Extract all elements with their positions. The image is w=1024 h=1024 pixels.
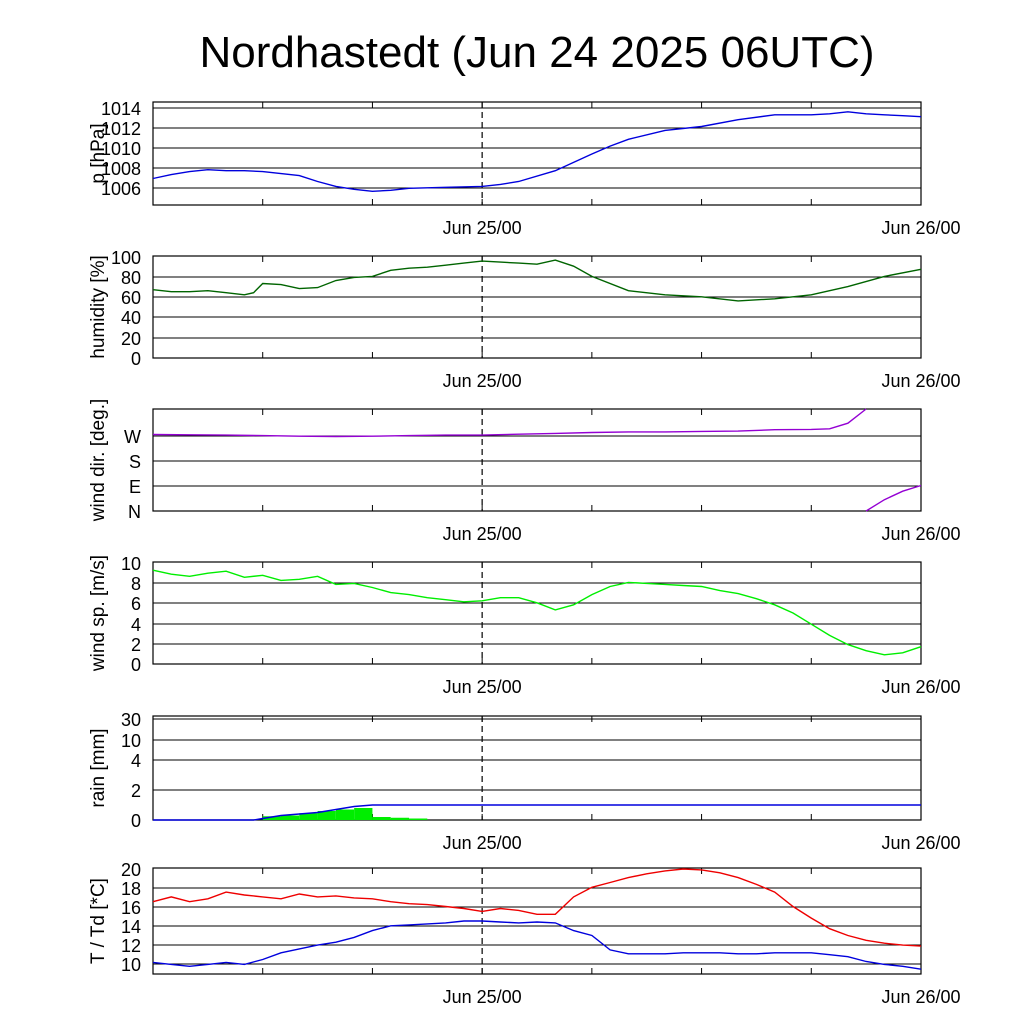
y-tick-label: 20 (121, 329, 141, 349)
x-tick-label: Jun 25/00 (443, 677, 522, 697)
x-tick-label: Jun 25/00 (443, 371, 522, 391)
series-line-0 (152, 868, 922, 947)
rain-bar (317, 811, 336, 820)
y-tick-label: N (128, 502, 141, 522)
panel-frame (152, 715, 922, 821)
y-axis-label: p [hPa] (88, 123, 109, 183)
rain-bar (372, 817, 391, 820)
y-tick-label: 2 (131, 781, 141, 801)
x-tick-label: Jun 25/00 (443, 218, 522, 238)
chart-title: Nordhastedt (Jun 24 2025 06UTC) (199, 28, 874, 77)
series-line-1 (152, 920, 922, 970)
rain-bar (335, 809, 355, 820)
rain-bar (354, 808, 373, 820)
x-tick-label: Jun 26/00 (881, 987, 960, 1007)
y-tick-label: 12 (121, 936, 141, 956)
y-tick-label: W (124, 427, 141, 447)
y-tick-label: 100 (111, 248, 141, 268)
rain-bar (281, 815, 300, 820)
y-tick-label: E (129, 477, 141, 497)
y-tick-label: 2 (131, 635, 141, 655)
y-axis-label: T / Td [*C] (88, 878, 109, 964)
x-tick-label: Jun 25/00 (443, 987, 522, 1007)
series-line-0 (152, 111, 922, 193)
y-tick-label: 80 (121, 268, 141, 288)
y-tick-label: 0 (131, 655, 141, 675)
y-tick-label: 10 (121, 554, 141, 574)
y-axis-label: rain [mm] (88, 728, 109, 807)
y-tick-label: 14 (121, 917, 141, 937)
y-tick-label: 1014 (101, 99, 141, 119)
series-line-1 (865, 484, 922, 512)
series-line-0 (152, 408, 867, 438)
series-line-0 (153, 804, 921, 821)
y-axis-label: wind sp. [m/s] (88, 555, 109, 672)
y-tick-label: 1008 (101, 159, 141, 179)
y-tick-label: 10 (121, 731, 141, 751)
panel-frame (152, 867, 922, 975)
series-line-0 (152, 259, 922, 302)
y-tick-label: 1006 (101, 179, 141, 199)
y-tick-label: 6 (131, 594, 141, 614)
y-tick-label: 10 (121, 955, 141, 975)
x-tick-label: Jun 26/00 (881, 524, 960, 544)
y-tick-label: 1010 (101, 139, 141, 159)
y-axis-label: wind dir. [deg.] (88, 399, 109, 523)
y-tick-label: 1012 (101, 119, 141, 139)
x-tick-label: Jun 26/00 (881, 218, 960, 238)
x-tick-label: Jun 26/00 (881, 677, 960, 697)
panel-frame (152, 561, 922, 665)
x-tick-label: Jun 26/00 (881, 833, 960, 853)
rain-bar (409, 818, 428, 820)
series-line-0 (152, 569, 922, 656)
y-tick-label: 0 (131, 349, 141, 369)
x-tick-label: Jun 25/00 (443, 833, 522, 853)
y-tick-label: 30 (121, 710, 141, 730)
y-tick-label: 16 (121, 898, 141, 918)
x-tick-label: Jun 25/00 (443, 524, 522, 544)
rain-bar (262, 816, 281, 820)
y-tick-label: 18 (121, 879, 141, 899)
y-tick-label: S (129, 452, 141, 472)
y-tick-label: 20 (121, 860, 141, 880)
rain-bar (299, 813, 318, 820)
y-tick-label: 4 (131, 751, 141, 771)
x-tick-label: Jun 26/00 (881, 371, 960, 391)
y-tick-label: 40 (121, 308, 141, 328)
rain-bar (390, 817, 409, 820)
y-tick-label: 8 (131, 574, 141, 594)
y-tick-label: 4 (131, 615, 141, 635)
panel-frame (152, 255, 922, 359)
panel-frame (152, 408, 922, 512)
panel-frame (152, 101, 922, 206)
y-tick-label: 0 (131, 811, 141, 831)
y-axis-label: humidity [%] (88, 255, 109, 358)
y-tick-label: 60 (121, 288, 141, 308)
